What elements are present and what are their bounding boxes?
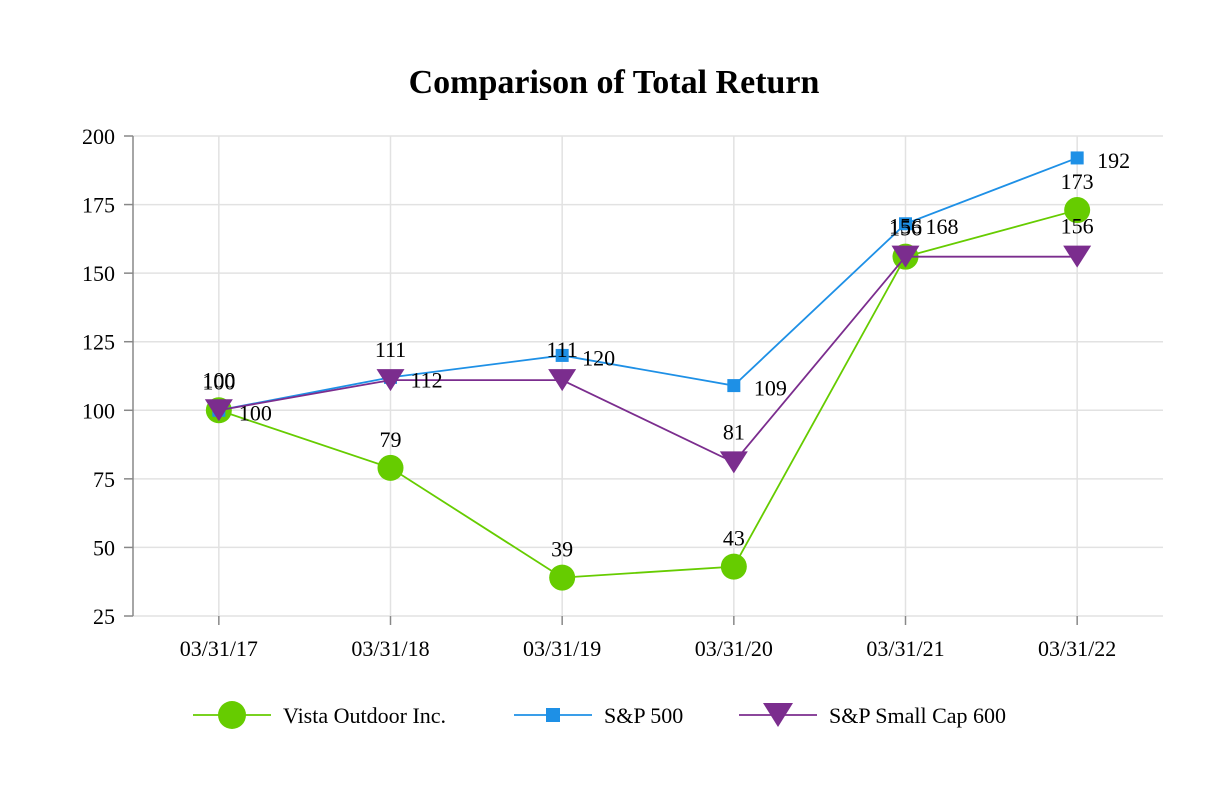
data-point-s-p-small-cap-600 <box>376 369 405 392</box>
legend-marker-s-p-500 <box>546 708 560 722</box>
y-tick-label: 25 <box>93 604 115 629</box>
data-point-s-p-500 <box>899 217 912 231</box>
data-label-s-p-small-cap-600: 111 <box>375 337 406 362</box>
y-tick-label: 150 <box>82 261 115 286</box>
y-tick-label: 100 <box>82 398 115 423</box>
legend-item-s-p-500: S&P 500 <box>514 703 683 728</box>
y-tick-label: 175 <box>82 193 115 218</box>
data-label-vista-outdoor-inc: 100 <box>202 369 235 394</box>
data-point-s-p-small-cap-600 <box>1063 245 1092 268</box>
x-tick-label: 03/31/17 <box>180 636 258 661</box>
x-tick-label: 03/31/20 <box>695 636 773 661</box>
x-tick-label: 03/31/19 <box>523 636 601 661</box>
data-point-s-p-500 <box>555 348 569 362</box>
y-tick-label: 125 <box>82 330 115 355</box>
data-label-s-p-500: 120 <box>582 345 615 370</box>
data-label-vista-outdoor-inc: 79 <box>380 427 402 452</box>
series-line-s-p-500 <box>218 157 1078 412</box>
data-point-s-p-small-cap-600 <box>204 399 233 422</box>
data-label-s-p-500: 112 <box>411 367 443 392</box>
chart-title: Comparison of Total Return <box>409 64 820 101</box>
data-label-s-p-500: 168 <box>926 214 959 239</box>
legend-item-s-p-small-cap-600: S&P Small Cap 600 <box>739 703 1006 728</box>
data-label-s-p-small-cap-600: 111 <box>546 337 577 362</box>
y-tick-label: 200 <box>82 124 115 149</box>
gridlines <box>133 135 1163 617</box>
data-label-s-p-500: 109 <box>754 376 787 401</box>
y-tick-label: 50 <box>93 535 115 560</box>
x-tick-label: 03/31/18 <box>351 636 429 661</box>
y-tick-label: 75 <box>93 467 115 492</box>
x-tick-label: 03/31/21 <box>866 636 944 661</box>
data-label-s-p-small-cap-600: 81 <box>723 419 745 444</box>
legend-label-vista-outdoor-inc: Vista Outdoor Inc. <box>283 703 446 728</box>
legend-item-vista-outdoor-inc: Vista Outdoor Inc. <box>193 701 446 729</box>
legend: Vista Outdoor Inc. S&P 500 S&P Small Cap 6… <box>193 701 1006 729</box>
axes: 200 175 150 125 100 75 50 25 03/31/17 03/31/18 03/… <box>82 124 1116 661</box>
data-point-vista-outdoor-inc <box>549 564 576 591</box>
series-s-p-small-cap-600 <box>204 245 1092 474</box>
data-point-s-p-small-cap-600 <box>548 369 577 392</box>
data-point-s-p-500 <box>1070 151 1084 165</box>
data-label-s-p-500: 100 <box>239 400 272 425</box>
data-label-s-p-small-cap-600: 156 <box>1061 214 1094 239</box>
legend-marker-s-p-small-cap-600 <box>763 703 793 727</box>
legend-marker-vista-outdoor-inc <box>218 701 246 729</box>
data-point-vista-outdoor-inc <box>377 454 404 481</box>
data-point-vista-outdoor-inc <box>720 553 747 580</box>
series-group <box>204 151 1092 591</box>
data-point-s-p-small-cap-600 <box>719 451 748 474</box>
legend-label-s-p-500: S&P 500 <box>604 703 683 728</box>
data-label-vista-outdoor-inc: 39 <box>551 537 573 562</box>
x-tick-label: 03/31/22 <box>1038 636 1116 661</box>
series-s-p-500 <box>212 151 1084 417</box>
data-point-vista-outdoor-inc <box>1064 197 1091 224</box>
data-label-vista-outdoor-inc: 173 <box>1061 169 1094 194</box>
series-line-s-p-small-cap-600 <box>218 255 1078 464</box>
data-point-s-p-small-cap-600 <box>891 245 920 268</box>
data-label-s-p-500: 192 <box>1097 148 1130 173</box>
data-label-vista-outdoor-inc: 156 <box>889 216 922 241</box>
series-line-vista-outdoor-inc <box>218 209 1078 579</box>
data-label-s-p-small-cap-600: 156 <box>889 214 922 239</box>
data-label-vista-outdoor-inc: 43 <box>723 526 745 551</box>
legend-label-s-p-small-cap-600: S&P Small Cap 600 <box>829 703 1006 728</box>
data-label-s-p-small-cap-600: 100 <box>202 367 235 392</box>
data-point-s-p-500 <box>727 379 741 393</box>
